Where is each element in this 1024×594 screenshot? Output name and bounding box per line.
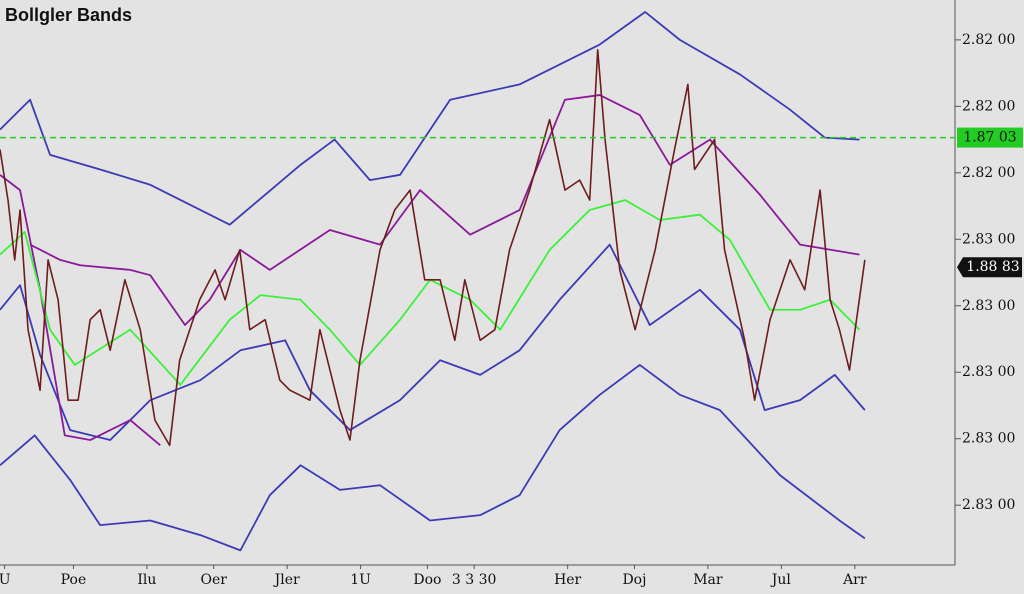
- chart-title: Bollgler Bands: [5, 5, 132, 25]
- x-tick-label: Jul: [770, 572, 792, 588]
- series-line: [0, 364, 866, 552]
- y-tick-label: 2.82 00: [962, 165, 1015, 181]
- reference-label-box: [957, 127, 1023, 148]
- series-line: [29, 94, 860, 326]
- y-tick-label: 2.83 00: [962, 431, 1015, 447]
- y-tick-label: 2.83 00: [962, 364, 1015, 380]
- x-tick-label: Doj: [622, 572, 646, 588]
- last-price-label: 1.88 83: [966, 259, 1019, 275]
- x-tick-label: 3 3 30: [452, 572, 497, 588]
- x-tick-label: Arr: [842, 572, 867, 588]
- y-tick-label: 2.82 00: [962, 32, 1015, 48]
- x-tick-label: Her: [554, 572, 581, 588]
- y-tick-label: 2.83 00: [962, 231, 1015, 247]
- last-price-box: [957, 257, 1022, 278]
- series-line: [0, 174, 161, 447]
- y-tick-label: 2.82 00: [962, 98, 1015, 114]
- reference-label: 1.87 03: [963, 130, 1016, 146]
- y-tick-label: 2.83 00: [962, 298, 1015, 314]
- x-tick-label: Poe: [61, 572, 87, 588]
- x-tick-label: 1U: [350, 572, 371, 588]
- x-tick-label: Jler: [273, 572, 300, 588]
- series-line: [0, 11, 860, 226]
- x-tick-label: Doo: [413, 572, 441, 588]
- x-tick-label: U: [0, 572, 11, 588]
- series-line: [0, 243, 866, 441]
- x-tick-label: Oer: [200, 572, 227, 588]
- x-tick-label: Ilu: [137, 572, 156, 588]
- y-tick-label: 2.83 00: [962, 497, 1015, 513]
- series-line: [0, 49, 866, 447]
- x-tick-label: Mar: [693, 572, 723, 588]
